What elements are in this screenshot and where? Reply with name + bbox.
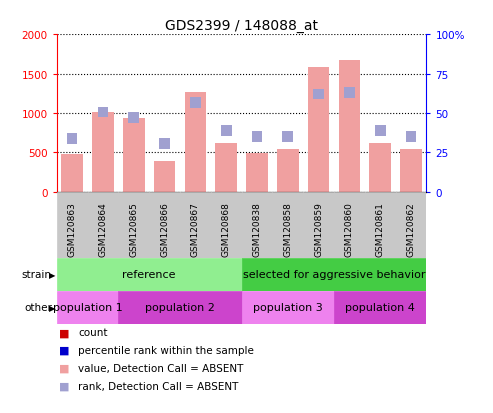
Bar: [92, 113, 114, 192]
Bar: [184, 93, 206, 192]
Point: [99, 109, 107, 116]
Bar: [118, 192, 149, 258]
Text: GDS2399 / 148088_at: GDS2399 / 148088_at: [165, 19, 318, 33]
Text: ■: ■: [59, 328, 70, 337]
Text: GSM120859: GSM120859: [314, 202, 323, 257]
Bar: [242, 291, 334, 324]
Bar: [303, 192, 334, 258]
Bar: [180, 192, 211, 258]
Bar: [154, 161, 176, 192]
Point: [315, 91, 322, 98]
Text: value, Detection Call = ABSENT: value, Detection Call = ABSENT: [78, 363, 243, 373]
Text: GSM120860: GSM120860: [345, 202, 354, 257]
Bar: [242, 192, 272, 258]
Text: other: other: [24, 303, 52, 313]
Text: GSM120865: GSM120865: [129, 202, 138, 257]
Bar: [57, 258, 242, 291]
Bar: [211, 192, 242, 258]
Bar: [246, 154, 268, 192]
Text: GSM120864: GSM120864: [99, 202, 107, 256]
Text: ■: ■: [59, 345, 70, 355]
Text: GSM120861: GSM120861: [376, 202, 385, 257]
Text: GSM120838: GSM120838: [252, 202, 261, 257]
Point: [253, 134, 261, 140]
Point: [68, 136, 76, 143]
Point: [284, 134, 292, 140]
Text: GSM120867: GSM120867: [191, 202, 200, 257]
Bar: [308, 68, 329, 192]
Bar: [57, 192, 88, 258]
Bar: [369, 143, 391, 192]
Bar: [123, 118, 144, 192]
Text: ▶: ▶: [49, 270, 56, 279]
Bar: [395, 192, 426, 258]
Bar: [365, 192, 395, 258]
Text: ▶: ▶: [49, 303, 56, 312]
Text: population 3: population 3: [253, 303, 322, 313]
Text: GSM120862: GSM120862: [407, 202, 416, 256]
Point: [161, 141, 169, 147]
Text: reference: reference: [122, 270, 176, 280]
Text: rank, Detection Call = ABSENT: rank, Detection Call = ABSENT: [78, 381, 238, 391]
Bar: [88, 192, 118, 258]
Bar: [339, 61, 360, 192]
Bar: [334, 291, 426, 324]
Bar: [57, 291, 118, 324]
Bar: [215, 143, 237, 192]
Bar: [149, 192, 180, 258]
Bar: [61, 154, 83, 192]
Bar: [272, 192, 303, 258]
Point: [191, 100, 199, 107]
Text: population 2: population 2: [145, 303, 215, 313]
Text: percentile rank within the sample: percentile rank within the sample: [78, 345, 254, 355]
Bar: [334, 192, 365, 258]
Bar: [118, 291, 242, 324]
Text: GSM120863: GSM120863: [68, 202, 76, 257]
Bar: [400, 150, 422, 192]
Text: count: count: [78, 328, 107, 337]
Point: [346, 90, 353, 97]
Text: ■: ■: [59, 363, 70, 373]
Text: population 1: population 1: [53, 303, 122, 313]
Text: GSM120858: GSM120858: [283, 202, 292, 257]
Point: [376, 128, 384, 134]
Point: [407, 134, 415, 140]
Text: population 4: population 4: [345, 303, 415, 313]
Bar: [277, 150, 299, 192]
Text: GSM120868: GSM120868: [222, 202, 231, 257]
Text: ■: ■: [59, 381, 70, 391]
Bar: [242, 258, 426, 291]
Point: [130, 115, 138, 121]
Point: [222, 128, 230, 134]
Text: GSM120866: GSM120866: [160, 202, 169, 257]
Text: strain: strain: [22, 270, 52, 280]
Text: selected for aggressive behavior: selected for aggressive behavior: [243, 270, 425, 280]
